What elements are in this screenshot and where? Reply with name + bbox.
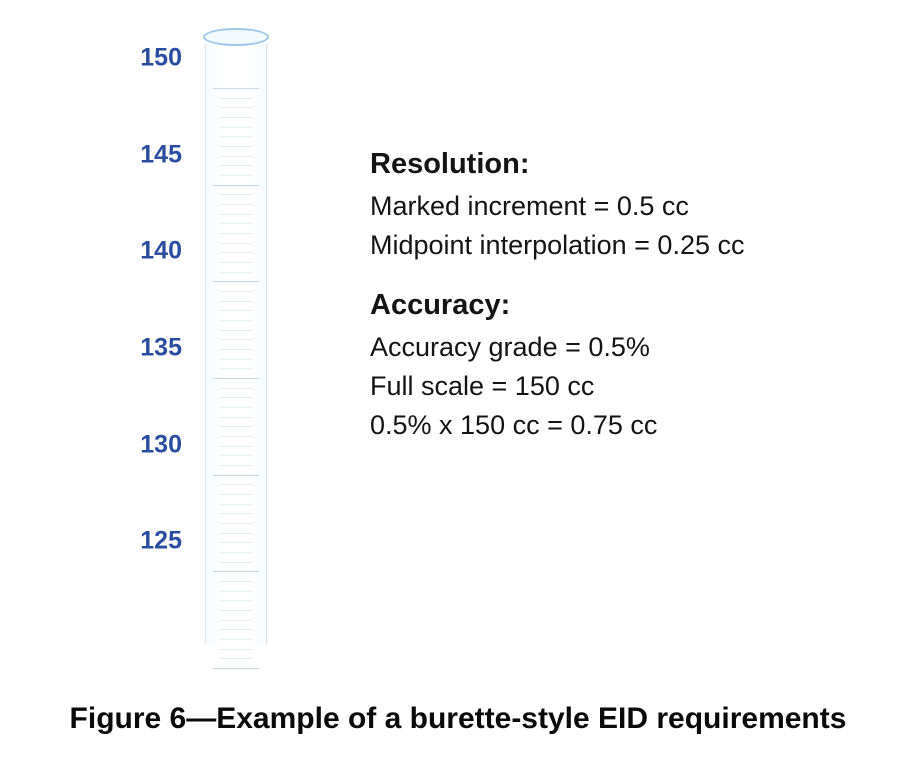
minor-tick [219, 465, 253, 466]
minor-tick [219, 388, 253, 389]
minor-tick [219, 639, 253, 640]
major-tick [213, 281, 259, 282]
minor-tick [219, 552, 253, 553]
minor-tick [219, 117, 253, 118]
minor-tick [219, 523, 253, 524]
minor-tick [219, 146, 253, 147]
major-tick [213, 475, 259, 476]
info-line: 0.5% x 150 cc = 0.75 cc [370, 410, 870, 441]
minor-tick [219, 600, 253, 601]
minor-tick [219, 320, 253, 321]
info-heading: Resolution: [370, 148, 870, 181]
scale-label: 150 [102, 44, 182, 73]
minor-tick [219, 504, 253, 505]
minor-tick [219, 233, 253, 234]
major-tick [213, 571, 259, 572]
minor-tick [219, 252, 253, 253]
minor-tick [219, 339, 253, 340]
minor-tick [219, 513, 253, 514]
major-tick [213, 668, 259, 669]
info-line: Accuracy grade = 0.5% [370, 332, 870, 363]
minor-tick [219, 658, 253, 659]
minor-tick [219, 446, 253, 447]
minor-tick [219, 194, 253, 195]
minor-tick [219, 397, 253, 398]
minor-tick [219, 301, 253, 302]
info-line: Full scale = 150 cc [370, 371, 870, 402]
minor-tick [219, 136, 253, 137]
burette-scale-labels: 150 145 140 135 130 125 [102, 28, 182, 648]
minor-tick [219, 223, 253, 224]
minor-tick [219, 542, 253, 543]
minor-tick [219, 291, 253, 292]
minor-tick [219, 165, 253, 166]
info-line: Midpoint interpolation = 0.25 cc [370, 230, 870, 261]
minor-tick [219, 98, 253, 99]
minor-tick [219, 214, 253, 215]
major-tick [213, 88, 259, 89]
minor-tick [219, 620, 253, 621]
minor-tick [219, 127, 253, 128]
minor-tick [219, 629, 253, 630]
minor-tick [219, 562, 253, 563]
minor-tick [219, 262, 253, 263]
major-tick [213, 185, 259, 186]
scale-label: 135 [102, 334, 182, 363]
burette-rim [203, 28, 269, 46]
minor-tick [219, 610, 253, 611]
info-block: Resolution: Marked increment = 0.5 cc Midp… [370, 148, 870, 449]
burette-graphic [205, 28, 267, 648]
minor-tick [219, 243, 253, 244]
minor-tick [219, 591, 253, 592]
minor-tick [219, 436, 253, 437]
minor-tick [219, 417, 253, 418]
minor-tick [219, 455, 253, 456]
figure-caption: Figure 6—Example of a burette-style EID … [0, 702, 916, 736]
minor-tick [219, 484, 253, 485]
minor-tick [219, 310, 253, 311]
minor-tick [219, 533, 253, 534]
scale-label: 130 [102, 430, 182, 459]
minor-tick [219, 426, 253, 427]
major-tick [213, 378, 259, 379]
scale-label: 125 [102, 527, 182, 556]
burette-ticks [219, 58, 253, 638]
minor-tick [219, 107, 253, 108]
scale-label: 140 [102, 237, 182, 266]
minor-tick [219, 272, 253, 273]
info-line: Marked increment = 0.5 cc [370, 191, 870, 222]
info-heading: Accuracy: [370, 289, 870, 322]
scale-label: 145 [102, 140, 182, 169]
minor-tick [219, 330, 253, 331]
minor-tick [219, 349, 253, 350]
minor-tick [219, 204, 253, 205]
minor-tick [219, 581, 253, 582]
minor-tick [219, 175, 253, 176]
minor-tick [219, 359, 253, 360]
minor-tick [219, 407, 253, 408]
minor-tick [219, 368, 253, 369]
minor-tick [219, 649, 253, 650]
minor-tick [219, 494, 253, 495]
minor-tick [219, 156, 253, 157]
